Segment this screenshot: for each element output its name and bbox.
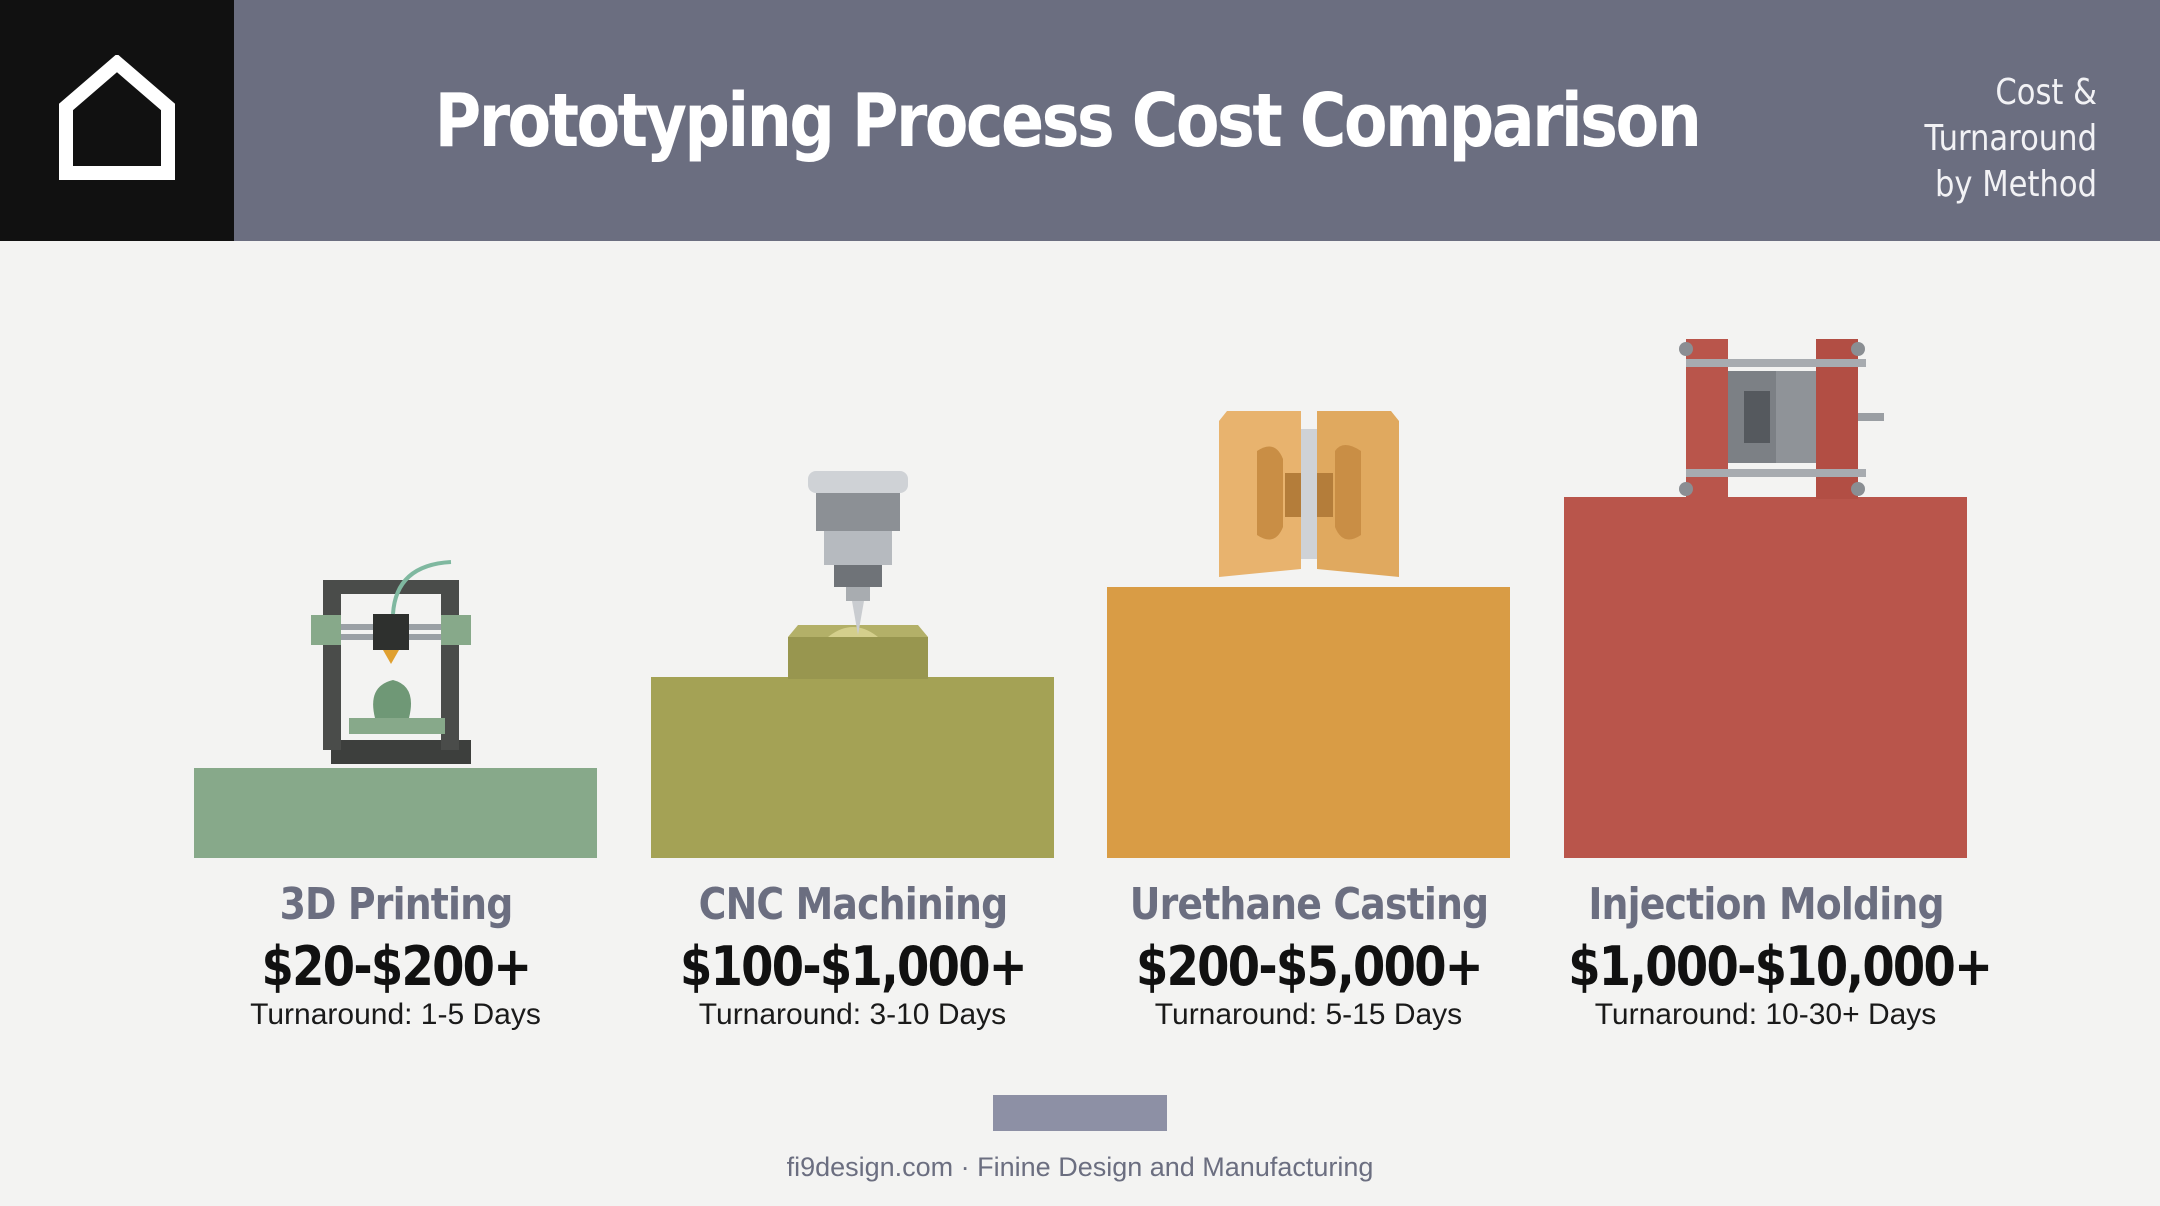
footer-accent-bar — [993, 1095, 1167, 1131]
subtitle-line-1: Cost & Turnaround — [1924, 72, 2097, 159]
cnc-spindle-icon — [758, 459, 948, 694]
turnaround-label-3d-printing: Turnaround: 1-5 Days — [250, 998, 541, 1031]
urethane-mold-icon — [1199, 399, 1419, 604]
injection-mold-icon — [1646, 319, 1886, 514]
price-label-urethane-casting: $200-$5,000+ — [1135, 935, 1483, 998]
bar-cnc-machining — [651, 677, 1054, 858]
page-title: Prototyping Process Cost Comparison — [434, 77, 1702, 164]
turnaround-label-injection-molding: Turnaround: 10-30+ Days — [1594, 998, 1937, 1031]
subtitle-line-2: by Method — [1934, 164, 2097, 205]
turnaround-label-urethane-casting: Turnaround: 5-15 Days — [1154, 998, 1463, 1031]
cost-comparison-chart: 3D Printing $20-$200+ Turnaround: 1-5 Days… — [0, 241, 2160, 1206]
page-subtitle: Cost & Turnaround by Method — [1825, 70, 2097, 208]
category-label-injection-molding: Injection Molding — [1587, 879, 1944, 930]
bar-urethane-casting — [1107, 587, 1510, 858]
header-banner: Prototyping Process Cost Comparison Cost… — [0, 0, 2160, 241]
bar-injection-molding — [1564, 497, 1967, 858]
house-outline-icon — [59, 55, 175, 180]
category-label-urethane-casting: Urethane Casting — [1129, 879, 1488, 930]
3d-printer-icon — [301, 550, 491, 785]
logo — [0, 0, 234, 241]
price-label-injection-molding: $1,000-$10,000+ — [1567, 935, 1993, 998]
price-label-3d-printing: $20-$200+ — [261, 935, 532, 998]
turnaround-label-cnc-machining: Turnaround: 3-10 Days — [698, 998, 1007, 1031]
bar-3d-printing — [194, 768, 597, 858]
footer-credit: fi9design.com · Finine Design and Manufa… — [786, 1152, 1374, 1182]
price-label-cnc-machining: $100-$1,000+ — [679, 935, 1027, 998]
category-label-cnc-machining: CNC Machining — [698, 879, 1008, 930]
category-label-3d-printing: 3D Printing — [279, 879, 513, 930]
